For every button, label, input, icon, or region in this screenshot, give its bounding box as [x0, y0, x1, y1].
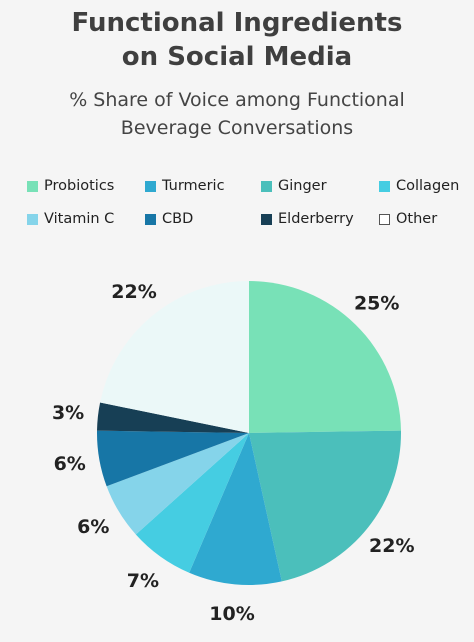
legend-item-other: Other [379, 207, 474, 231]
legend-item-vitamin-c: Vitamin C [27, 207, 145, 231]
legend-label-turmeric: Turmeric [162, 178, 225, 194]
legend-item-turmeric: Turmeric [145, 174, 261, 198]
legend-item-ginger: Ginger [261, 174, 379, 198]
chart-legend: Probiotics Turmeric Ginger Collagen Vitamin … [27, 174, 467, 231]
legend-label-elderberry: Elderberry [278, 211, 354, 227]
chart-subtitle-line-2: Beverage Conversations [120, 117, 354, 139]
legend-swatch-probiotics [27, 180, 38, 192]
pie-slice-ginger [249, 430, 401, 582]
pie-label-cbd: 6% [54, 453, 86, 475]
legend-item-collagen: Collagen [379, 174, 474, 198]
pie-label-collagen: 7% [127, 570, 159, 592]
legend-label-vitamin-c: Vitamin C [44, 211, 115, 227]
pie-slice-turmeric [189, 433, 282, 585]
pie-label-turmeric: 10% [209, 603, 254, 625]
pie-label-elderberry: 3% [52, 402, 84, 424]
chart-title: Functional Ingredients on Social Media [0, 6, 474, 74]
pie-slice-other [100, 281, 249, 433]
legend-swatch-cbd [145, 213, 156, 225]
pie-label-vitamin-c: 6% [77, 516, 109, 538]
legend-item-elderberry: Elderberry [261, 207, 379, 231]
legend-label-probiotics: Probiotics [44, 178, 115, 194]
legend-item-probiotics: Probiotics [27, 174, 145, 198]
legend-label-other: Other [396, 211, 438, 227]
pie-label-ginger: 22% [369, 535, 414, 557]
pie-slice-vitamin-c [106, 433, 250, 535]
pie-label-probiotics: 25% [354, 292, 399, 314]
chart-subtitle: % Share of Voice among Functional Bevera… [0, 86, 474, 142]
chart-title-line-2: on Social Media [121, 42, 353, 72]
legend-swatch-other [379, 213, 390, 225]
legend-label-ginger: Ginger [278, 178, 327, 194]
legend-swatch-collagen [379, 180, 390, 192]
legend-label-cbd: CBD [162, 211, 194, 227]
legend-item-cbd: CBD [145, 207, 261, 231]
pie-slice-probiotics [249, 281, 401, 433]
pie-slice-collagen [135, 433, 249, 573]
chart-subtitle-line-1: % Share of Voice among Functional [69, 89, 405, 111]
chart-title-line-1: Functional Ingredients [71, 8, 403, 38]
pie-slice-elderberry [97, 402, 250, 433]
legend-swatch-elderberry [261, 213, 272, 225]
legend-swatch-turmeric [145, 180, 156, 192]
pie-label-other: 22% [111, 281, 156, 303]
legend-swatch-vitamin-c [27, 213, 38, 225]
legend-swatch-ginger [261, 180, 272, 192]
legend-label-collagen: Collagen [396, 178, 460, 194]
pie-slice-cbd [97, 430, 249, 487]
